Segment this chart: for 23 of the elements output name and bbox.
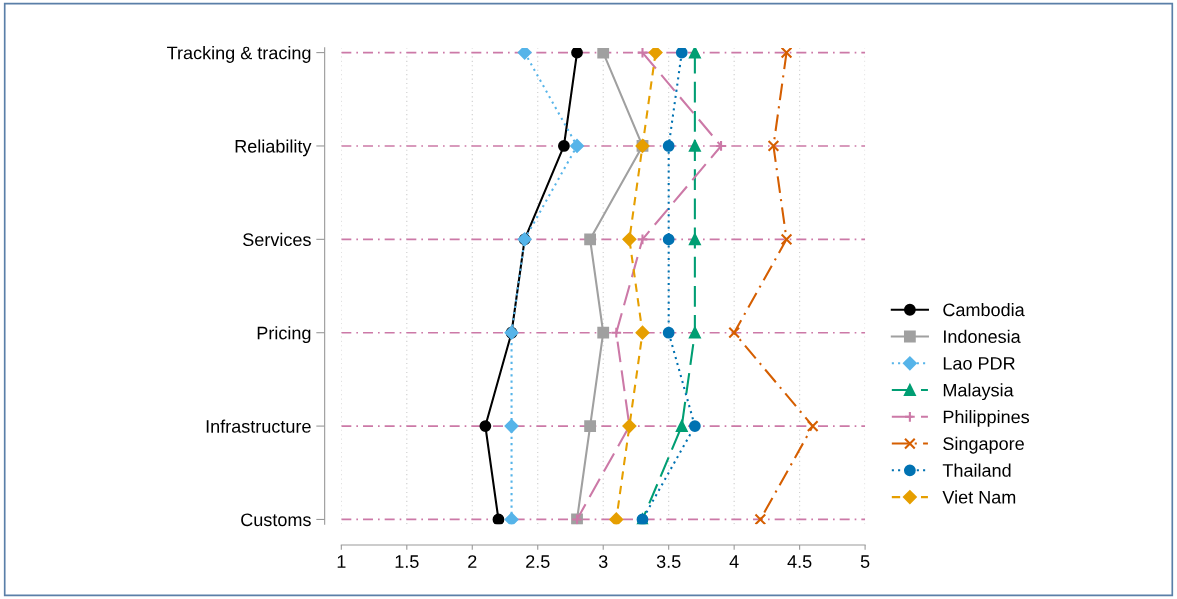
- y-tick-label: Services: [243, 232, 311, 247]
- legend-label: Malaysia: [943, 383, 1014, 401]
- legend-label: Philippines: [943, 410, 1030, 427]
- y-tick-label: Tracking & tracing: [167, 46, 311, 63]
- legend-label: Singapore: [943, 436, 1024, 454]
- x-tick-label: 3: [598, 555, 608, 568]
- legend-label: Cambodia: [943, 302, 1025, 317]
- y-tick-label: Infrastructure: [206, 419, 311, 433]
- legend-label: Indonesia: [944, 329, 1021, 344]
- x-tick-label: 5: [860, 555, 870, 568]
- y-tick-label: Reliability: [235, 139, 312, 157]
- y-tick-label: Customs: [241, 513, 311, 527]
- legend-label: Viet Nam: [942, 490, 1016, 504]
- x-tick-label: 4.5: [787, 555, 812, 568]
- x-tick-label: 3.5: [656, 555, 681, 568]
- x-tick-label: 1: [337, 555, 346, 568]
- legend-label: Thailand: [942, 463, 1011, 477]
- y-tick-label: Pricing: [257, 326, 311, 343]
- x-tick-label: 2: [468, 555, 477, 568]
- x-tick-label: 2.5: [526, 555, 550, 568]
- x-tick-label: 4: [729, 555, 739, 568]
- legend-label: Lao PDR: [943, 357, 1015, 370]
- x-tick-label: 1.5: [395, 555, 419, 568]
